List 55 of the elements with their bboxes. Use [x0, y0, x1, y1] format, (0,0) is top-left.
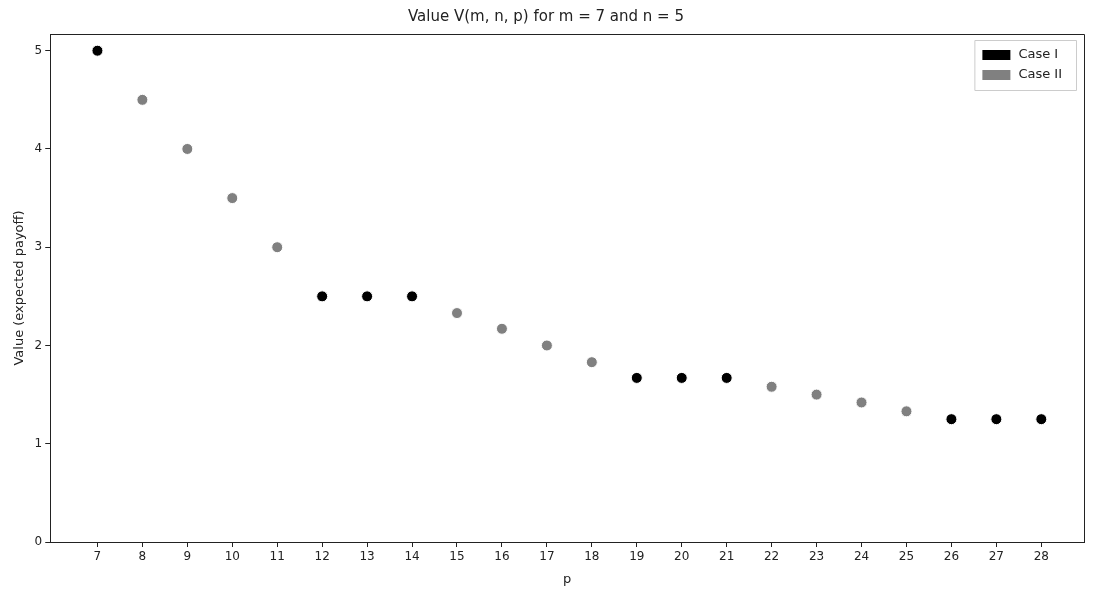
x-tick-label: 28 — [1033, 549, 1049, 564]
y-tick-label: 2 — [34, 337, 43, 352]
y-tick-label: 0 — [34, 534, 43, 549]
x-tick-label: 7 — [93, 549, 102, 564]
x-axis-title: p — [562, 570, 572, 586]
x-tick-label: 20 — [674, 549, 690, 564]
point — [91, 44, 104, 57]
x-tick-label: 11 — [269, 549, 285, 564]
point — [271, 241, 284, 254]
point — [765, 380, 778, 393]
x-tick-label: 26 — [943, 549, 960, 564]
y-axis-title: Value (expected payoff) — [11, 210, 27, 366]
point — [945, 413, 958, 426]
x-tick-label: 24 — [853, 549, 870, 564]
x-tick-label: 12 — [314, 549, 330, 564]
point — [720, 371, 733, 384]
y-tick-label: 5 — [34, 42, 43, 57]
point — [1035, 413, 1048, 426]
point — [451, 307, 463, 320]
point — [361, 290, 374, 303]
x-tick-label: 15 — [449, 549, 465, 564]
point — [855, 396, 868, 409]
point — [585, 356, 598, 369]
x-tick-label: 10 — [224, 549, 240, 564]
legend-label: Case II — [1018, 66, 1063, 82]
x-tick-label: 21 — [719, 549, 735, 564]
point — [406, 290, 419, 303]
x-tick-label: 9 — [183, 549, 192, 564]
y-tick-label: 1 — [34, 435, 43, 450]
point — [630, 371, 643, 384]
point — [495, 322, 508, 335]
x-tick-label: 16 — [494, 549, 510, 564]
x-tick-label: 18 — [584, 549, 600, 564]
point — [990, 413, 1003, 426]
x-tick-label: 27 — [988, 549, 1004, 564]
x-tick-label: 13 — [359, 549, 375, 564]
point — [675, 371, 688, 384]
y-tick-label: 3 — [34, 239, 43, 254]
x-tick-label: 17 — [539, 549, 555, 564]
legend-label: Case I — [1018, 46, 1059, 62]
x-tick-label: 22 — [763, 549, 780, 564]
chart-title: Value V(m, n, p) for m = 7 and n = 5 — [408, 6, 684, 25]
x-tick-label: 25 — [898, 549, 915, 564]
x-tick-label: 23 — [808, 549, 825, 564]
x-tick-label: 14 — [404, 549, 420, 564]
point — [900, 405, 913, 418]
point — [181, 142, 194, 155]
point — [226, 192, 239, 205]
point — [316, 290, 329, 303]
x-tick-label: 8 — [138, 549, 147, 564]
point — [136, 93, 149, 106]
point — [810, 388, 823, 401]
y-tick-label: 4 — [34, 141, 43, 156]
point — [540, 339, 553, 352]
x-tick-label: 19 — [629, 549, 645, 564]
